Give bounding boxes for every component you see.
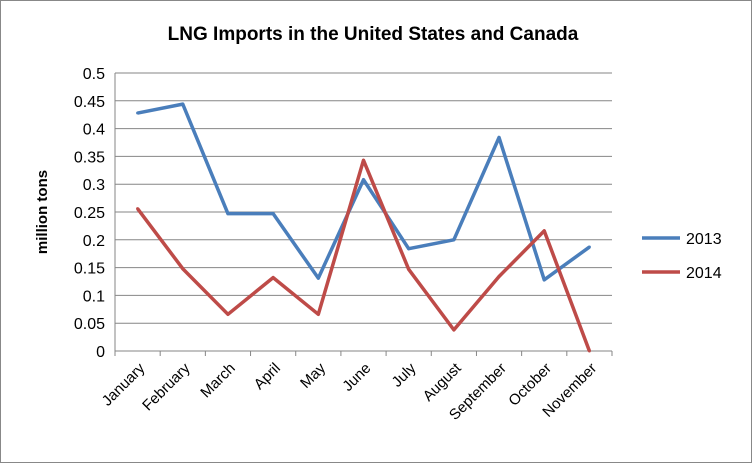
y-tick-label: 0.2 bbox=[83, 233, 105, 250]
data-point bbox=[271, 212, 275, 216]
y-axis-label: million tons bbox=[34, 170, 51, 254]
y-tick-label: 0.25 bbox=[74, 205, 105, 222]
data-point bbox=[136, 111, 140, 115]
y-tick-label: 0.15 bbox=[74, 261, 105, 278]
chart-title: LNG Imports in the United States and Can… bbox=[168, 24, 579, 45]
data-point bbox=[316, 276, 320, 280]
data-point bbox=[181, 267, 185, 271]
data-point bbox=[271, 276, 275, 280]
data-point bbox=[542, 229, 546, 233]
data-point bbox=[452, 328, 456, 332]
data-point bbox=[497, 135, 501, 139]
y-tick-label: 0.1 bbox=[83, 288, 105, 305]
data-point bbox=[497, 274, 501, 278]
data-point bbox=[542, 278, 546, 282]
data-point bbox=[181, 102, 185, 106]
data-point bbox=[362, 178, 365, 182]
y-tick-label: 0.4 bbox=[83, 122, 105, 139]
legend-label: 2014 bbox=[686, 265, 722, 282]
data-point bbox=[407, 247, 411, 251]
data-point bbox=[362, 158, 365, 162]
y-tick-label: 0 bbox=[96, 344, 105, 361]
y-tick-label: 0.05 bbox=[74, 316, 105, 333]
data-point bbox=[407, 267, 411, 271]
data-point bbox=[587, 349, 591, 353]
data-point bbox=[452, 238, 456, 242]
data-point bbox=[226, 212, 230, 216]
data-point bbox=[136, 207, 140, 211]
data-point bbox=[226, 312, 230, 316]
y-tick-label: 0.35 bbox=[74, 149, 105, 166]
data-point bbox=[587, 245, 591, 249]
legend-label: 2013 bbox=[686, 231, 722, 248]
data-point bbox=[316, 312, 320, 316]
y-tick-label: 0.45 bbox=[74, 94, 105, 111]
y-tick-label: 0.5 bbox=[83, 66, 105, 83]
y-tick-label: 0.3 bbox=[83, 177, 105, 194]
